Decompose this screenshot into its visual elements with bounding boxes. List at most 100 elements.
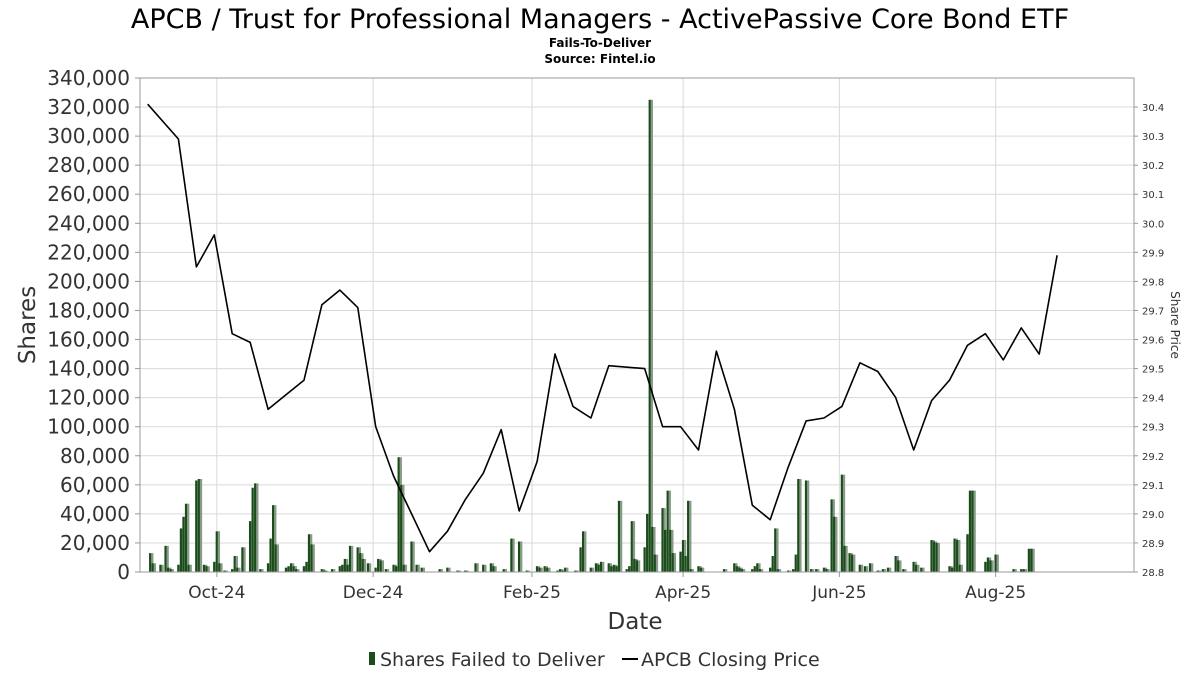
fails-bar (848, 553, 851, 572)
fails-bar (474, 563, 477, 572)
fails-bar-shadow (381, 560, 385, 572)
fails-bar (646, 513, 649, 572)
fails-bar-shadow (899, 560, 902, 572)
fails-bar-shadow (504, 569, 507, 572)
fails-bar (971, 490, 974, 572)
fails-bar (774, 528, 777, 572)
fails-bar (272, 505, 275, 572)
fails-bar-shadow (904, 569, 907, 572)
y-tick-label: 300,000 (47, 124, 130, 148)
fails-bar (786, 570, 790, 572)
fails-bar-shadow (276, 544, 279, 572)
fails-bar-shadow (363, 558, 367, 572)
fails-bar (886, 567, 890, 572)
fails-bar (492, 566, 495, 572)
y2-tick-label: 29.3 (1142, 423, 1164, 434)
y-tick-label: 40,000 (60, 502, 130, 526)
fails-bar (346, 564, 349, 572)
y2-tick-label: 28.8 (1142, 568, 1164, 579)
fails-bar (394, 566, 398, 572)
legend-bar-swatch (369, 652, 375, 665)
fails-bar-shadow (689, 500, 692, 572)
fails-bar-shadow (325, 570, 328, 572)
y-tick-label: 100,000 (47, 415, 130, 439)
fails-bar-shadow (161, 564, 164, 572)
fails-bar (630, 521, 633, 572)
fails-bar-shadow (671, 529, 674, 572)
fails-bar-shadow (650, 99, 654, 572)
fails-bar (1012, 569, 1015, 572)
y-tick-label: 260,000 (47, 182, 130, 206)
fails-bar (753, 566, 756, 572)
fails-bar (948, 566, 951, 572)
fails-bar (894, 556, 897, 572)
fails-bar (241, 547, 244, 572)
fails-bar (920, 567, 923, 572)
x-tick-label: Feb-25 (503, 583, 561, 603)
fails-bar-shadow (996, 554, 999, 572)
fails-bar (236, 567, 239, 572)
fails-bar (769, 567, 772, 572)
fails-bar (582, 531, 585, 572)
fails-bar-shadow (673, 553, 677, 572)
y2-tick-label: 29.0 (1142, 510, 1164, 521)
y2-tick-label: 29.9 (1142, 248, 1164, 259)
fails-bar (681, 540, 685, 572)
fails-bar (464, 570, 467, 572)
fails-bar (651, 526, 654, 572)
x-tick-label: Aug-25 (965, 583, 1026, 603)
fails-bar-shadow (548, 567, 551, 572)
fails-bar-shadow (166, 545, 169, 572)
fails-bar (287, 566, 290, 572)
fails-bar (792, 569, 795, 572)
price-line-layer (147, 103, 1058, 553)
fails-bar (231, 569, 234, 572)
fails-bar (502, 569, 505, 572)
fails-bar (525, 570, 528, 572)
fails-bar-shadow (576, 570, 579, 572)
fails-bar-shadow (835, 516, 838, 572)
fails-bar (343, 558, 346, 572)
fails-bar (1030, 548, 1033, 572)
fails-bar (233, 556, 236, 572)
fails-bar (377, 558, 380, 572)
fails-bar (689, 569, 692, 572)
price-line (147, 103, 1058, 553)
fails-bar (456, 570, 459, 572)
fails-bar-shadow (638, 560, 641, 572)
fails-bar (341, 564, 344, 572)
fails-bar-shadow (702, 567, 705, 572)
fails-bar (269, 538, 272, 572)
right-axis-ticks: 28.8 28.9 29.0 29.1 29.2 29.3 29.4 29.5 29.6 29.7… (1134, 103, 1164, 579)
fails-bar (169, 569, 172, 572)
fails-bar (184, 503, 188, 572)
fails-bar-shadow (217, 531, 221, 572)
fails-bar (687, 500, 690, 572)
fails-bar (815, 569, 818, 572)
fails-bar (822, 567, 826, 572)
fails-bar (538, 567, 541, 572)
fails-bar (699, 567, 703, 572)
legend: Shares Failed to Deliver APCB Closing Pr… (369, 649, 820, 671)
fails-bar (758, 569, 761, 572)
fails-bar-shadow (620, 500, 623, 572)
fails-bar (159, 564, 162, 572)
fails-bar (558, 569, 562, 572)
y-tick-label: 180,000 (47, 298, 130, 322)
fails-bar (379, 560, 382, 572)
fails-bar (374, 567, 377, 572)
fails-bar-shadow (991, 560, 994, 572)
fails-bar (561, 570, 564, 572)
fails-bar (356, 547, 359, 572)
y-tick-label: 140,000 (47, 357, 130, 381)
fails-bar-shadow (458, 570, 461, 572)
fails-bar (320, 569, 323, 572)
fails-bar-shadow (958, 540, 961, 572)
fails-bar-shadow (422, 567, 426, 572)
fails-bar (756, 563, 759, 572)
fails-bar (810, 569, 813, 572)
fails-bar (535, 566, 539, 572)
fails-bar (1027, 548, 1030, 572)
fails-bar-shadow (412, 541, 415, 572)
fails-bar (986, 557, 989, 572)
